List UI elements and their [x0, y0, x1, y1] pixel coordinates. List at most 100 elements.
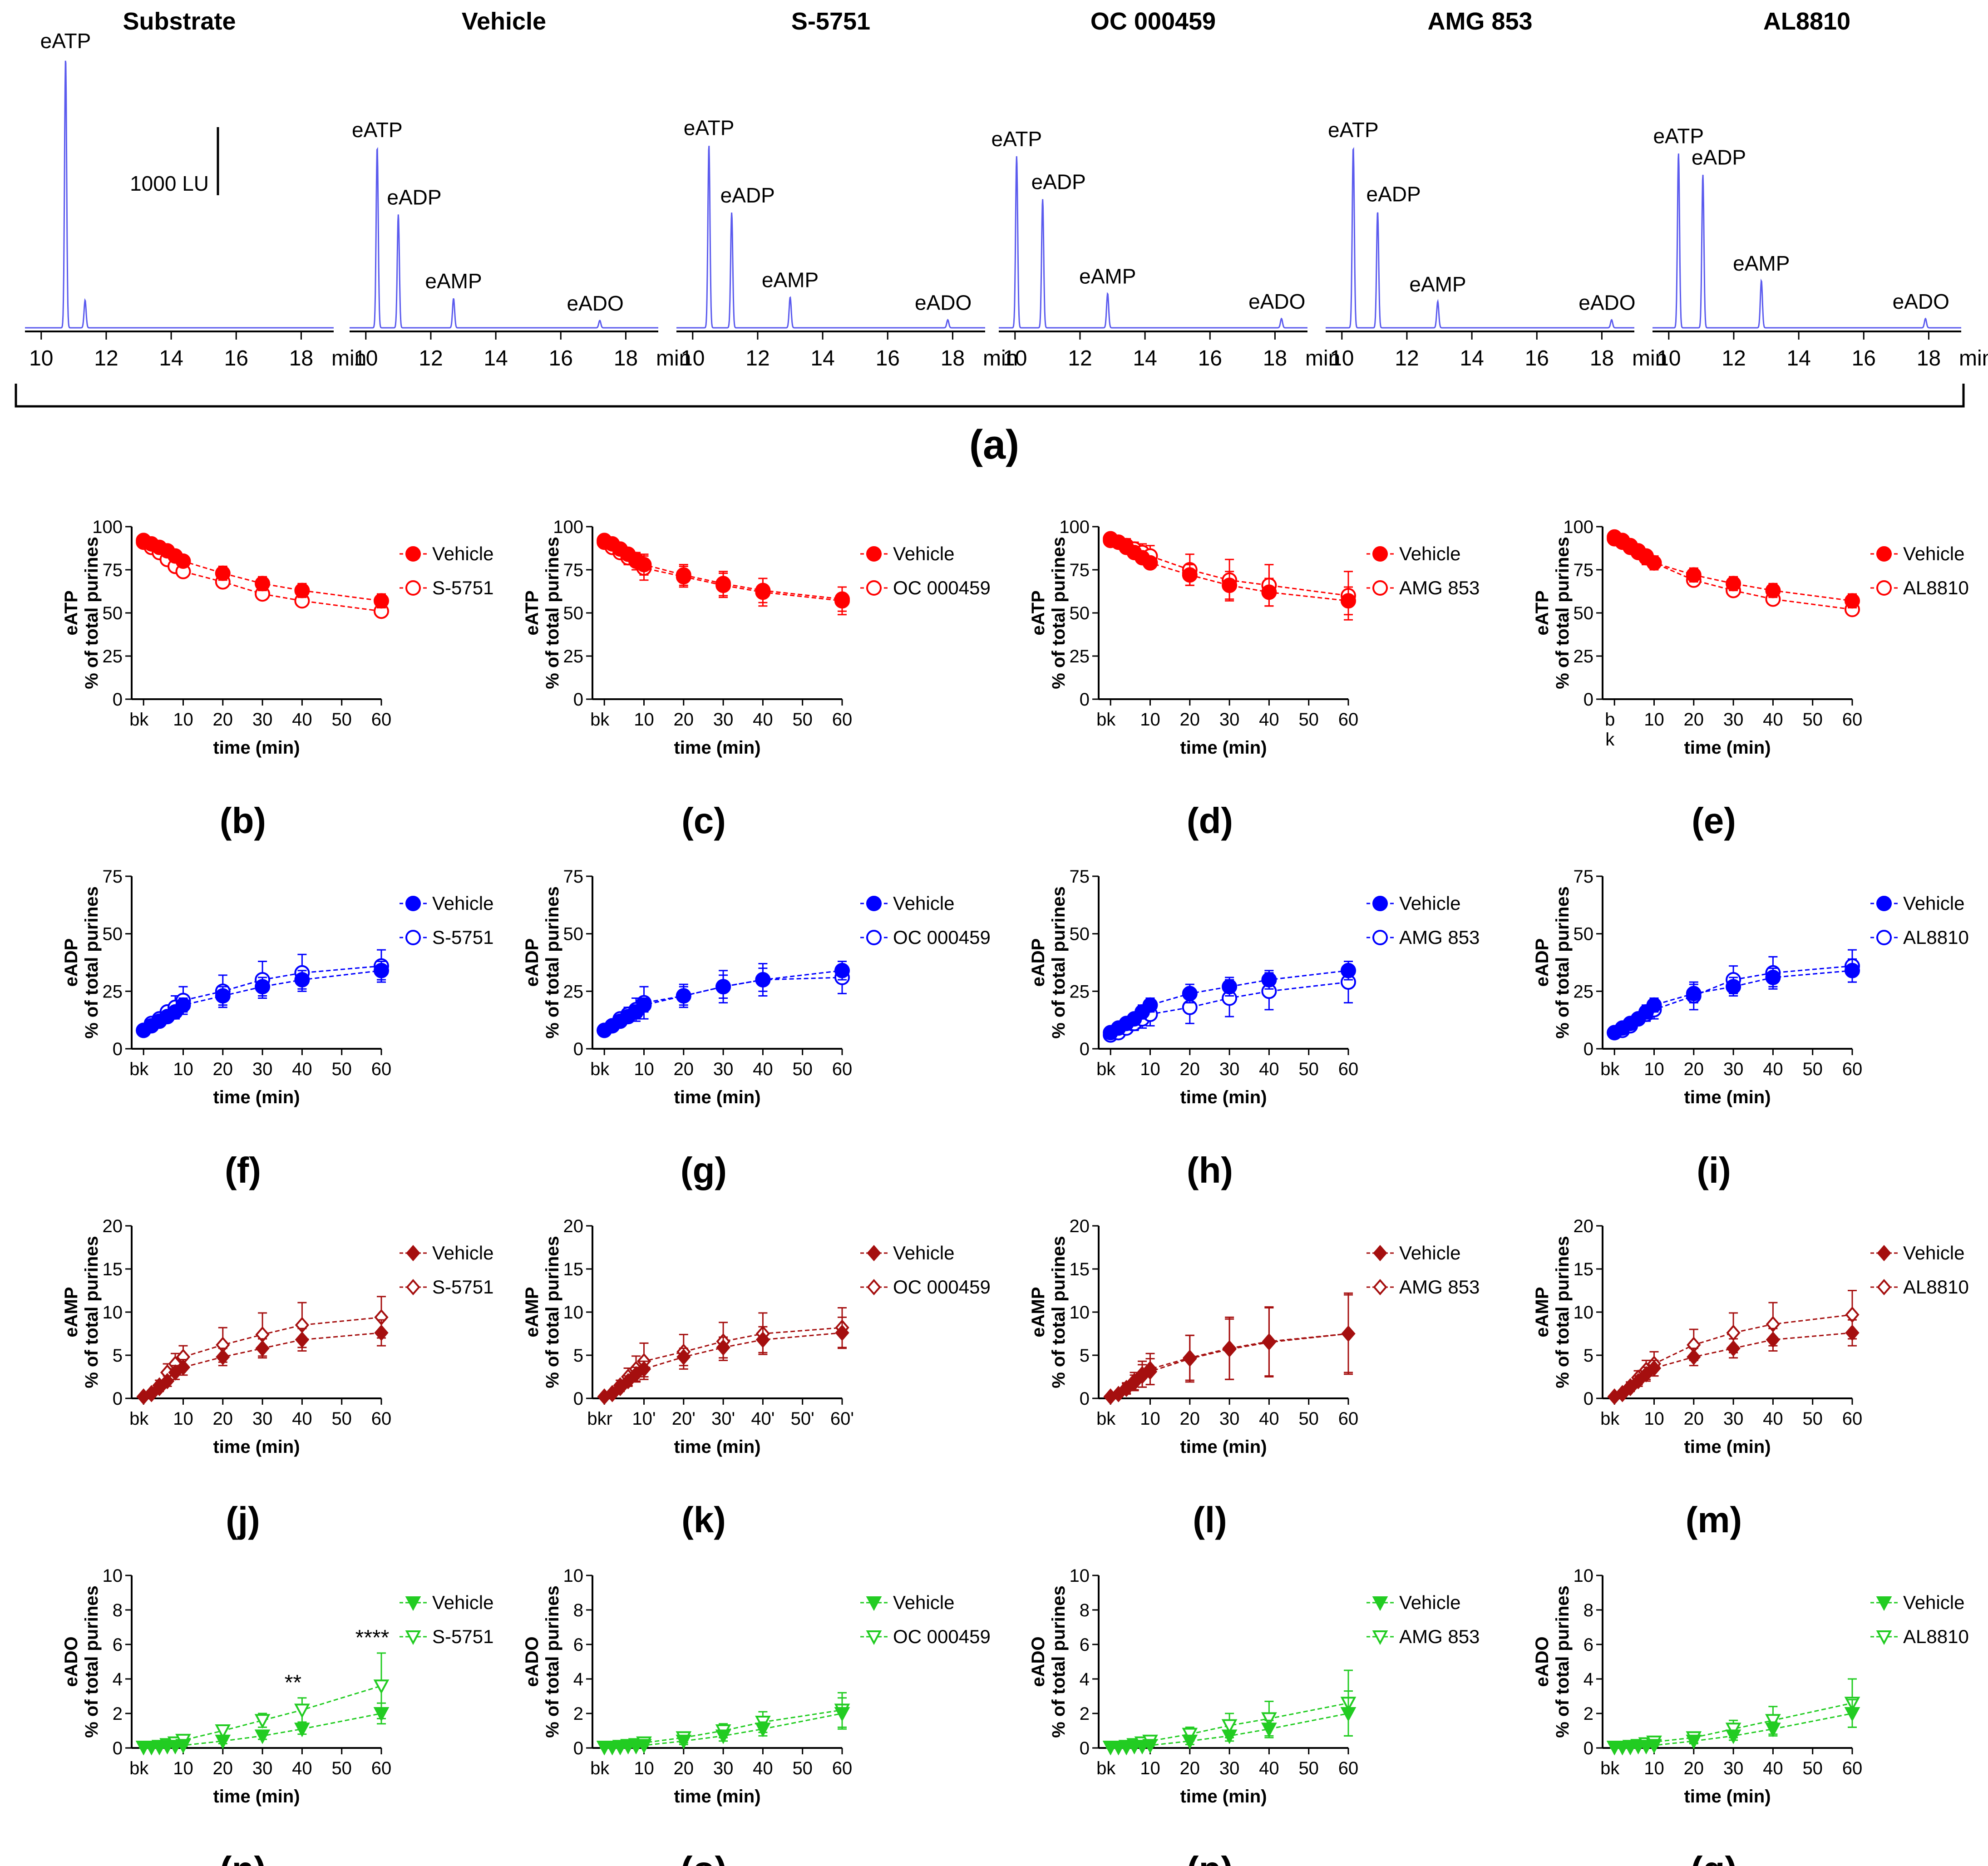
timecourse-panel-j: 0 5 10 15 20 bk 10 20 30 40 50 60 time (min) eAMP% of… [61, 1216, 493, 1540]
legend-marker [866, 896, 882, 911]
x-tick-label: 30 [713, 1059, 734, 1079]
legend-marker [1877, 1244, 1891, 1262]
y-tick-label: 15 [1070, 1259, 1090, 1279]
chromatogram-title: AL8810 [1763, 8, 1850, 35]
x-tick-label: 10 [634, 710, 654, 730]
x-tick-label: 20 [1180, 710, 1200, 730]
x-tick-label: 60 [832, 1758, 853, 1778]
x-tick-label: 10 [173, 710, 193, 730]
legend-marker [1372, 930, 1388, 945]
chromatogram-trace [1326, 147, 1634, 329]
y-tick-label: 10 [1574, 1303, 1594, 1323]
x-tick-label: b [1605, 710, 1615, 730]
x-tick-label: 40 [1259, 1059, 1279, 1079]
y-tick-label: 0 [1583, 1039, 1593, 1059]
data-point-vehicle [636, 997, 652, 1013]
series-line-vehicle [1110, 538, 1349, 602]
x-tick-label: 30 [1723, 1758, 1744, 1778]
y-tick-label: 50 [1574, 603, 1594, 623]
y-tick-label: 0 [113, 1738, 123, 1758]
legend-marker [405, 546, 421, 562]
chromatogram-trace [350, 147, 658, 329]
legend-label: Vehicle [893, 543, 954, 564]
y-tick-label: 10 [103, 1566, 123, 1586]
legend-marker [405, 1630, 421, 1645]
x-tick-label: 10 [634, 1059, 654, 1079]
y-tick-label: 0 [573, 690, 583, 710]
chromatogram-trace [1653, 153, 1961, 329]
chromatogram-tick-label: 14 [810, 346, 834, 370]
timecourse-panel-m: 0 5 10 15 20 bk 10 20 30 40 50 60 time (min) eAMP% of… [1532, 1216, 1969, 1540]
peak-label-eado: eADO [1579, 291, 1635, 314]
x-tick-label: 60 [371, 1758, 392, 1778]
y-tick-label: 100 [553, 517, 583, 537]
x-tick-label: bk [129, 1059, 149, 1079]
y-axis-label-metabolite: eADO [1028, 1636, 1048, 1687]
panel-label: (n) [220, 1849, 266, 1866]
y-tick-label: 20 [103, 1216, 123, 1236]
peak-label-eado: eADO [1248, 290, 1305, 313]
legend-marker [1876, 930, 1892, 945]
y-axis-label-percent: % of total purines [543, 537, 562, 689]
data-point-vehicle [1639, 1366, 1653, 1382]
data-point-vehicle [1119, 1380, 1134, 1397]
legend-label: AMG 853 [1399, 1276, 1480, 1298]
data-point-vehicle [215, 565, 231, 581]
data-point-vehicle [1143, 1361, 1158, 1377]
panel-label-a: (a) [969, 422, 1019, 468]
data-point-vehicle [175, 553, 191, 569]
chromatogram-panel-3: OC 000459 10 12 14 16 18 min eATP eADP eAMP eADO [992, 8, 1341, 370]
data-point-vehicle [835, 1324, 849, 1341]
x-tick-label: bk [590, 1758, 610, 1778]
x-tick-label: 40 [1763, 710, 1783, 730]
data-point-vehicle [1222, 578, 1238, 593]
chromatogram-tick-label: 12 [1395, 346, 1419, 370]
y-tick-label: 100 [1059, 517, 1090, 537]
y-axis-label-metabolite: eAMP [522, 1287, 542, 1337]
legend-marker [1373, 1244, 1387, 1262]
chromatogram-tick-label: 10 [1330, 346, 1354, 370]
data-point-vehicle [1127, 1372, 1142, 1390]
x-tick-label: 40 [753, 1059, 773, 1079]
timecourse-panel-p: 0 2 4 6 8 10 bk 10 20 30 40 50 60 time (min) eADO% of … [1028, 1566, 1480, 1866]
x-tick-label: 50 [792, 1758, 813, 1778]
data-point-vehicle [1142, 1739, 1158, 1754]
data-point-vehicle [294, 972, 310, 987]
y-axis-label-percent: % of total purines [1553, 537, 1573, 689]
y-axis-label-percent: % of total purines [1049, 1585, 1069, 1738]
chromatogram-trace [676, 146, 985, 329]
timecourse-panel-h: 0 25 50 75 bk 10 20 30 40 50 60 time (min) eADP% of … [1028, 867, 1480, 1190]
data-point-vehicle [254, 1729, 271, 1744]
panel-label: (m) [1686, 1500, 1742, 1540]
chromatogram-tick-label: 18 [1917, 346, 1941, 370]
data-point-vehicle [374, 593, 389, 609]
x-tick-label: 40 [292, 1409, 312, 1429]
chromatogram-tick-label: 16 [1525, 346, 1549, 370]
legend-label: Vehicle [1399, 893, 1460, 914]
chromatogram-title: Substrate [123, 8, 236, 35]
scale-bar-label: 1000 LU [130, 172, 209, 195]
y-tick-label: 5 [113, 1346, 123, 1366]
x-tick-label: 10 [173, 1059, 193, 1079]
y-tick-label: 100 [1563, 517, 1593, 537]
data-point-vehicle [1341, 1325, 1356, 1342]
x-tick-label: bk [590, 710, 610, 730]
legend-marker [1876, 1630, 1892, 1645]
x-axis-label: time (min) [213, 1787, 300, 1807]
series-line-vehicle [143, 1713, 382, 1748]
x-tick-label: 10 [1644, 710, 1664, 730]
series-line-vehicle [1110, 1713, 1349, 1748]
data-point-vehicle [175, 997, 191, 1013]
legend-label: Vehicle [432, 1592, 493, 1613]
x-tick-label: 30 [252, 1059, 273, 1079]
data-point-vehicle [1845, 963, 1860, 978]
y-tick-label: 25 [563, 647, 584, 666]
y-axis-label-metabolite: eATP [522, 590, 542, 635]
timecourse-panel-o: 0 2 4 6 8 10 bk 10 20 30 40 50 60 time (min) eADO% of … [522, 1566, 991, 1866]
x-tick-label: 10 [634, 1758, 654, 1778]
y-tick-label: 0 [1583, 1389, 1593, 1409]
x-tick-label: 30 [1723, 1409, 1744, 1429]
x-tick-label: 40 [753, 710, 773, 730]
peak-label-eatp: eATP [1328, 118, 1379, 142]
